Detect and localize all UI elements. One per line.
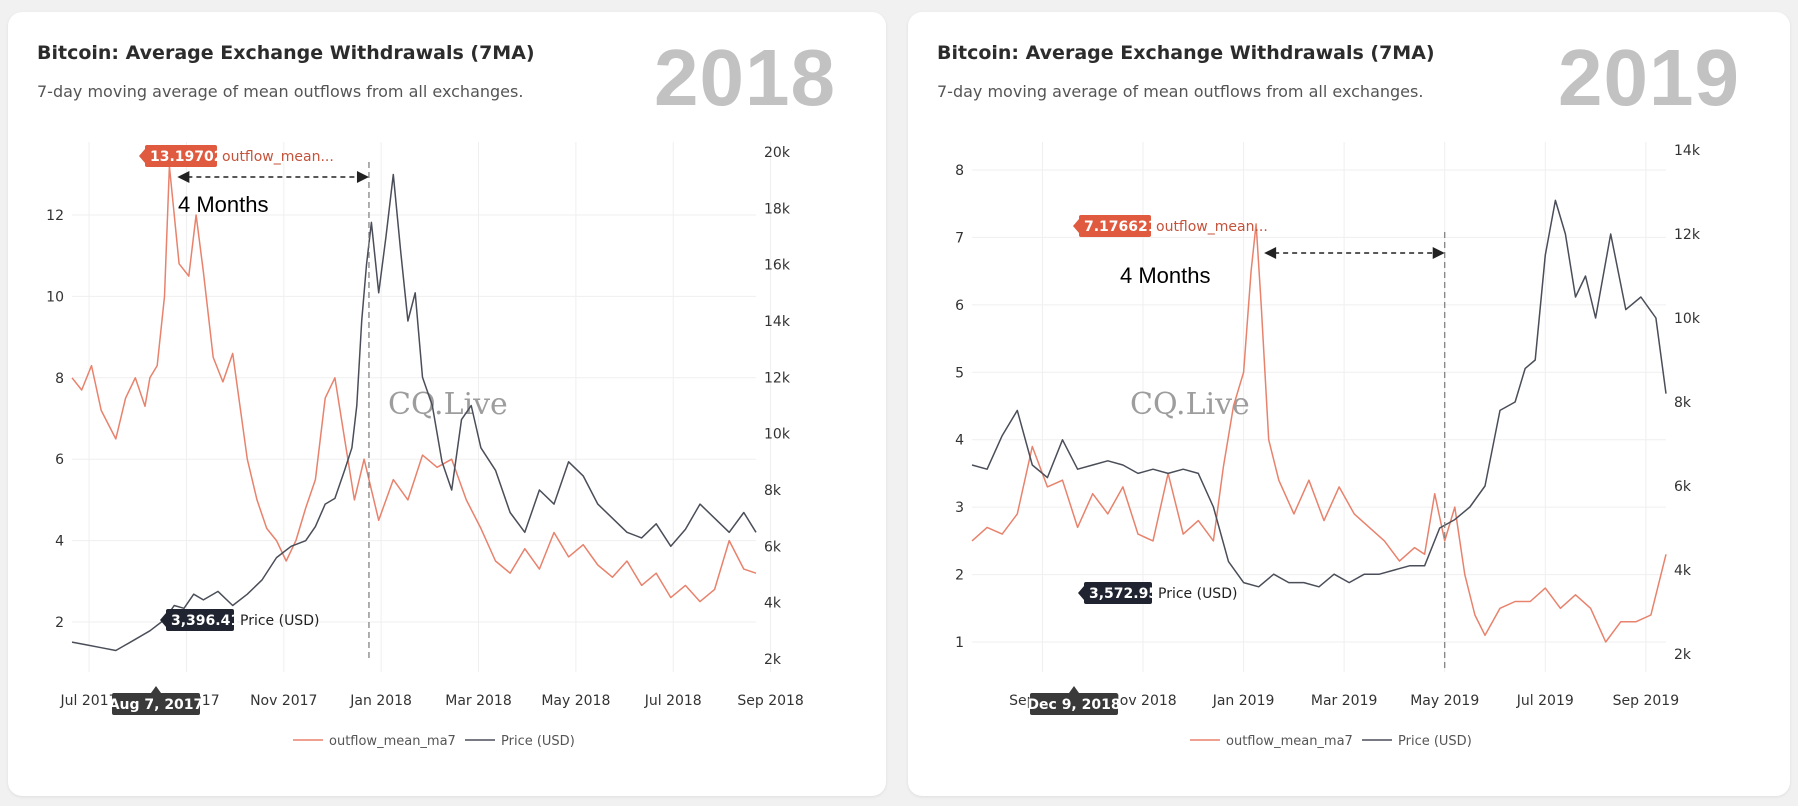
date-badge — [1030, 693, 1118, 715]
x-tick-label: Sep 2018 — [737, 693, 803, 709]
legend-label-outflow: outflow_mean_ma7 — [329, 734, 456, 749]
y-left-tick-label: 8 — [55, 371, 64, 387]
outflow-label-pointer — [139, 149, 145, 163]
y-right-tick-label: 18k — [764, 201, 791, 217]
cq-live-watermark: CQ.Live — [388, 387, 508, 422]
y-right-tick-label: 12k — [764, 370, 791, 386]
duration-annotation: 4 Months — [178, 192, 269, 217]
outflow-value-box — [1079, 215, 1151, 237]
y-right-tick-label: 2k — [1674, 647, 1692, 663]
x-tick-label: Jul 2018 — [644, 693, 702, 709]
date-badge-text: Dec 9, 2018 — [1027, 697, 1120, 713]
price-value-text: 3,572.95 — [1089, 586, 1158, 602]
price-label-pointer — [160, 613, 166, 627]
y-right-tick-label: 4k — [1674, 563, 1692, 579]
legend-label-price: Price (USD) — [1398, 734, 1472, 749]
x-tick-label: Mar 2018 — [445, 693, 512, 709]
legend-label-outflow: outflow_mean_ma7 — [1226, 734, 1353, 749]
date-badge-text: Aug 7, 2017 — [109, 697, 204, 713]
y-left-tick-label: 6 — [55, 452, 64, 468]
x-tick-label: Sep 2019 — [1613, 693, 1679, 709]
chart-subtitle: 7-day moving average of mean outflows fr… — [937, 82, 1424, 101]
y-left-tick-label: 2 — [955, 568, 964, 584]
chart-card-2019: Bitcoin: Average Exchange Withdrawals (7… — [908, 12, 1790, 796]
chart-canvas[interactable]: 2 4 6 8 10 12 2k 4k 6k 8k 10k 12k 14k 16k 18k 20k Jul 20… — [8, 12, 886, 796]
x-tick-label: Jul 2019 — [1516, 693, 1574, 709]
outflow-value-box — [145, 145, 217, 167]
x-tick-label: Nov 2018 — [1109, 693, 1176, 709]
outflow-series-name: outflow_mean... — [222, 149, 334, 165]
price-series-name: Price (USD) — [1158, 586, 1237, 602]
date-badge-pointer — [151, 686, 161, 693]
y-left-tick-label: 5 — [955, 365, 964, 381]
price-label-pointer — [1078, 586, 1084, 600]
date-badge-pointer — [1069, 686, 1079, 693]
y-left-tick-label: 1 — [955, 635, 964, 651]
y-right-tick-label: 10k — [1674, 311, 1701, 327]
x-tick-label: Jan 2019 — [1212, 693, 1275, 709]
chart-title: Bitcoin: Average Exchange Withdrawals (7… — [937, 42, 1435, 64]
y-right-tick-label: 6k — [764, 539, 782, 555]
price-value-text: 3,396.41 — [171, 613, 240, 629]
y-right-tick-label: 8k — [1674, 395, 1692, 411]
y-right-tick-label: 14k — [764, 314, 791, 330]
x-tick-label: Jul 2017 — [60, 693, 118, 709]
outflow-value-text: 13.19702 — [150, 149, 224, 165]
price-value-box — [166, 609, 234, 631]
date-badge — [112, 693, 200, 715]
y-right-tick-label: 12k — [1674, 227, 1701, 243]
arrow-head-right — [1432, 247, 1445, 259]
arrow-head-right — [356, 171, 369, 183]
x-tick-label: May 2018 — [541, 693, 610, 709]
y-left-tick-label: 3 — [955, 500, 964, 516]
chart-subtitle: 7-day moving average of mean outflows fr… — [37, 82, 524, 101]
y-left-tick-label: 6 — [955, 298, 964, 314]
cq-live-watermark: CQ.Live — [1130, 387, 1250, 422]
x-tick-label: Nov 2017 — [250, 693, 317, 709]
y-left-tick-label: 8 — [955, 163, 964, 179]
y-right-tick-label: 8k — [764, 483, 782, 499]
outflow-series-line — [971, 223, 1667, 643]
y-left-tick-label: 10 — [46, 289, 64, 305]
outflow-series-line — [71, 165, 757, 603]
year-label: 2019 — [1558, 33, 1740, 122]
arrow-head-left — [1264, 247, 1277, 259]
y-right-tick-label: 2k — [764, 652, 782, 668]
price-series-name: Price (USD) — [240, 613, 319, 629]
price-series-line — [971, 199, 1667, 588]
duration-annotation: 4 Months — [1120, 263, 1211, 288]
y-right-tick-label: 16k — [764, 258, 791, 274]
legend-label-price: Price (USD) — [501, 734, 575, 749]
outflow-label-pointer — [1073, 219, 1079, 233]
year-label: 2018 — [654, 33, 836, 122]
y-right-tick-label: 10k — [764, 427, 791, 443]
x-tick-label: May 2019 — [1410, 693, 1479, 709]
chart-card-2018: Bitcoin: Average Exchange Withdrawals (7… — [8, 12, 886, 796]
y-right-tick-label: 6k — [1674, 479, 1692, 495]
y-left-tick-label: 4 — [55, 534, 64, 550]
x-tick-label: Mar 2019 — [1311, 693, 1378, 709]
y-right-tick-label: 4k — [764, 596, 782, 612]
y-right-tick-label: 14k — [1674, 143, 1701, 159]
y-left-tick-label: 12 — [46, 208, 64, 224]
price-value-box — [1084, 582, 1152, 604]
price-series-line — [71, 173, 757, 652]
x-tick-label: Jan 2018 — [349, 693, 412, 709]
y-left-tick-label: 2 — [55, 615, 64, 631]
outflow-value-text: 7.176621 — [1084, 219, 1158, 235]
arrow-head-left — [177, 171, 190, 183]
y-left-tick-label: 4 — [955, 433, 964, 449]
outflow-series-name: outflow_mean... — [1156, 219, 1268, 235]
chart-title: Bitcoin: Average Exchange Withdrawals (7… — [37, 42, 535, 64]
y-left-tick-label: 7 — [955, 230, 964, 246]
y-right-tick-label: 20k — [764, 145, 791, 161]
